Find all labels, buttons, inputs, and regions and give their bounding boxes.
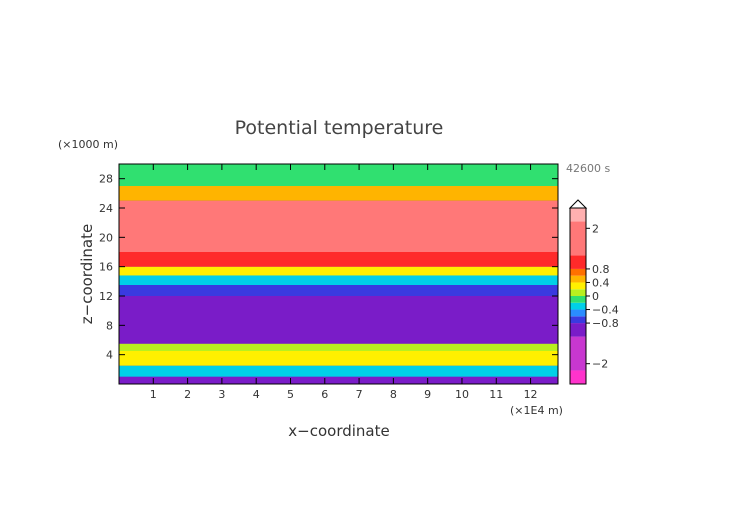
colorbar-label: −0.4 [592,304,619,317]
field-band [119,376,558,384]
y-tick-label: 24 [99,202,113,215]
field-band [119,351,558,366]
colorbar-bin [570,309,586,317]
time-label: 42600 s [566,162,610,175]
y-tick-label: 4 [106,349,113,362]
y-tick-label: 20 [99,231,113,244]
y-unit-label: (×1000 m) [58,138,118,151]
colorbar-bin [570,316,586,324]
field-band [119,365,558,377]
colorbar-bin [570,208,586,222]
colorbar-label: 0 [592,290,599,303]
field-band [119,164,558,186]
field-band [119,200,558,252]
colorbar-extend-arrow [568,199,588,209]
x-tick-label: 1 [150,388,157,401]
colorbar-label: 0.4 [592,276,610,289]
colorbar-bin [570,296,586,303]
colorbar-label: −0.8 [592,317,619,330]
field-band [119,343,558,351]
colorbar-bin [570,268,586,276]
field-band [119,252,558,267]
field-band [119,296,558,344]
x-tick-label: 2 [184,388,191,401]
x-tick-label: 4 [253,388,260,401]
x-tick-label: 12 [524,388,538,401]
x-tick-label: 7 [356,388,363,401]
colorbar: 2 0.80.40−0.4−0.8 −2 [568,199,619,385]
x-axis: 1 2 3 4 5 6 7 8 9 10 11 12 [150,164,538,401]
field-band [119,186,558,201]
chart-title: Potential temperature [235,117,444,139]
x-tick-label: 5 [287,388,294,401]
colorbar-bin [570,370,586,384]
colorbar-bin [570,282,586,290]
colorbar-label: 0.8 [592,263,610,276]
plot-frame [118,163,559,385]
x-axis-label: x−coordinate [288,422,389,440]
y-tick-label: 12 [99,290,113,303]
colorbar-bin [570,255,586,269]
x-tick-label: 9 [424,388,431,401]
colorbar-bin [570,221,586,256]
colorbar-bin [570,336,586,371]
colorbar-bin [570,275,586,283]
x-tick-label: 3 [218,388,225,401]
x-tick-label: 10 [455,388,469,401]
plot-area [119,164,558,384]
field-band [119,275,558,285]
y-tick-label: 8 [106,319,113,332]
x-tick-label: 6 [321,388,328,401]
field-band [119,266,558,276]
colorbar-bin [570,302,586,310]
colorbar-bin [570,323,586,337]
x-unit-label: (×1E4 m) [510,404,563,417]
y-axis-label: z−coordinate [78,224,96,324]
colorbar-bin [570,289,586,296]
colorbar-label: 2 [592,222,599,235]
y-tick-label: 28 [99,173,113,186]
y-tick-label: 16 [99,261,113,274]
colorbar-label: −2 [592,358,608,371]
x-tick-label: 11 [489,388,503,401]
y-axis: 4 8 12 16 20 24 28 [99,173,558,362]
field-band [119,285,558,296]
x-tick-label: 8 [390,388,397,401]
